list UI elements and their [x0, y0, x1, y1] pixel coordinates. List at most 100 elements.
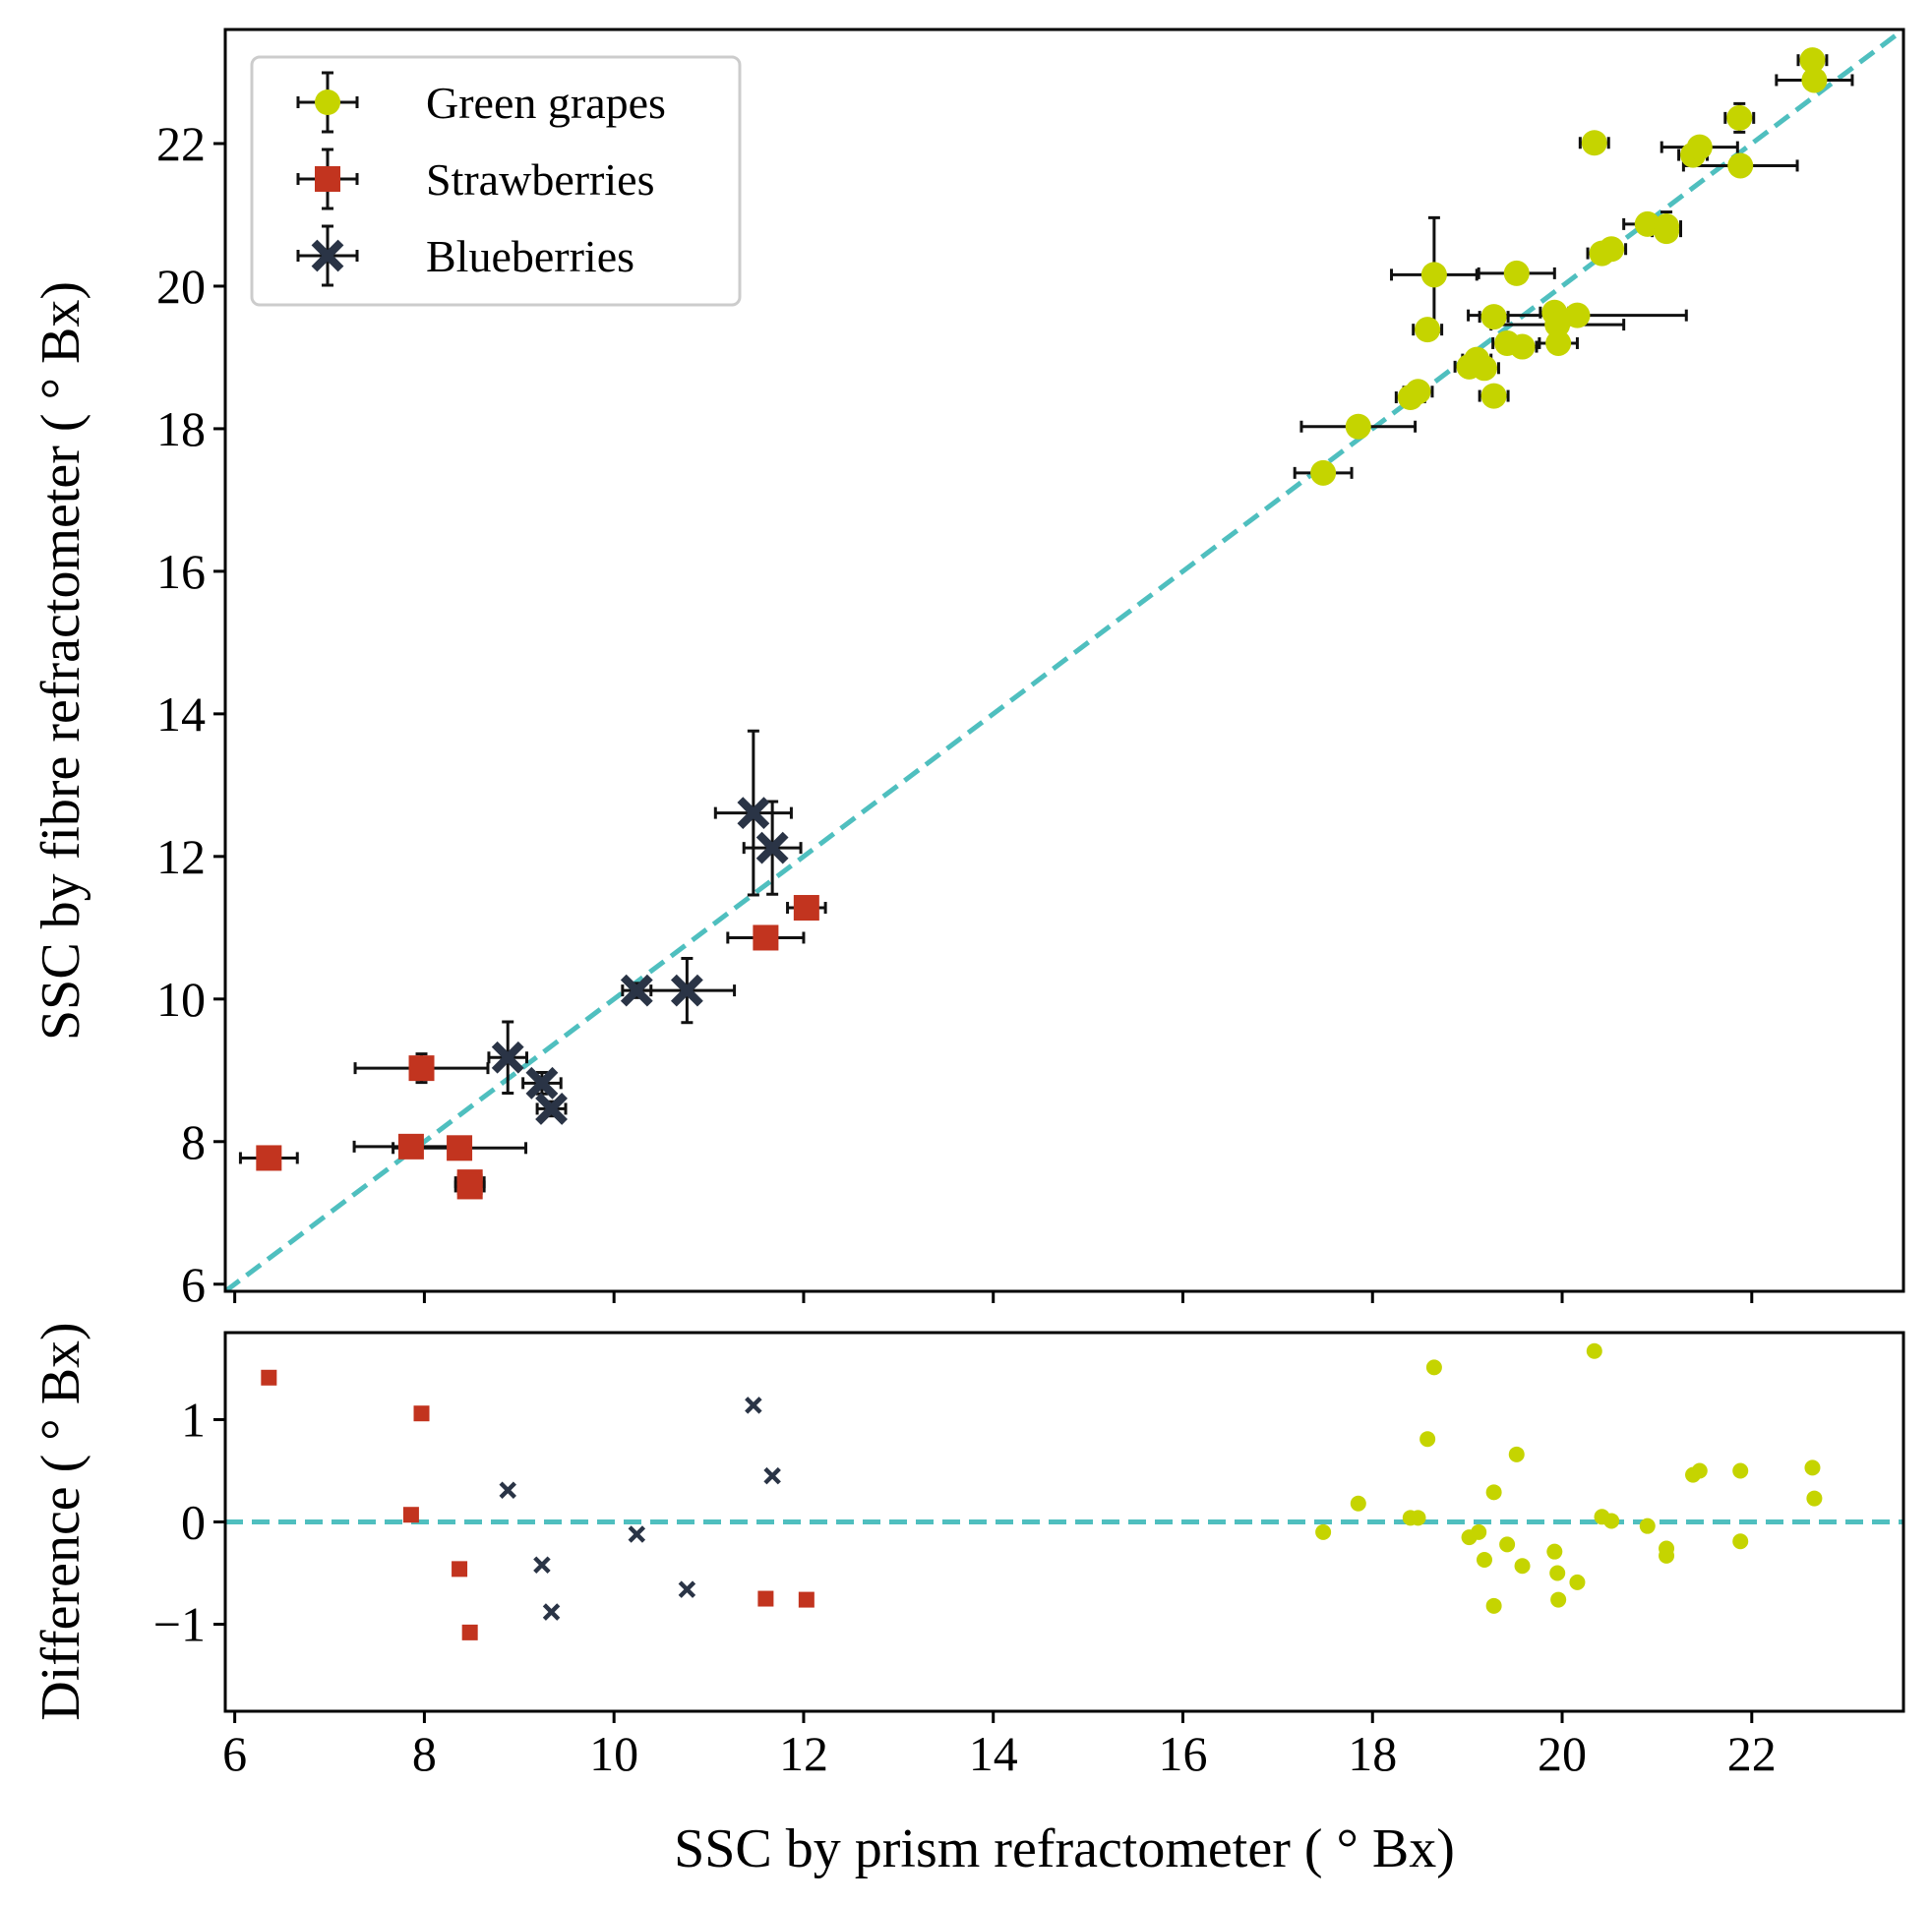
- x-tick-label: 16: [1158, 1726, 1207, 1781]
- y-tick-label: 20: [156, 259, 206, 314]
- residual-series-green-grapes: [1315, 1342, 1823, 1614]
- residual-point: [1603, 1513, 1620, 1529]
- data-point: [256, 1145, 282, 1171]
- residual-point: [1586, 1342, 1602, 1359]
- residual-point: [1499, 1536, 1516, 1553]
- residual-point: [798, 1591, 815, 1608]
- residual-axes-frame: [223, 1331, 1905, 1713]
- data-point: [1405, 379, 1431, 405]
- main-axes-frame: [223, 28, 1905, 1293]
- data-point: [456, 1173, 483, 1200]
- residual-point: [402, 1507, 419, 1523]
- data-point: [1564, 302, 1591, 328]
- legend: Green grapes Strawberries Blueberries: [250, 55, 742, 307]
- data-point: [447, 1135, 473, 1161]
- residual-point: [261, 1369, 277, 1386]
- residual-point: [542, 1603, 561, 1621]
- series-blueberries: [487, 729, 803, 1125]
- data-point: [1654, 218, 1680, 245]
- residual-point: [1419, 1431, 1436, 1448]
- residual-point: [1550, 1591, 1567, 1608]
- residual-point: [1425, 1359, 1442, 1376]
- residual-point: [1471, 1523, 1487, 1540]
- residual-point: [1639, 1518, 1656, 1534]
- residual-point: [1569, 1574, 1586, 1590]
- y-tick-label: 14: [156, 686, 206, 742]
- legend-entry: Green grapes: [296, 71, 666, 134]
- y-tick-label: 8: [181, 1114, 206, 1169]
- legend-marker: [315, 166, 340, 192]
- data-point: [525, 1066, 559, 1100]
- residual-y-tick-label: 0: [181, 1495, 206, 1550]
- residual-point: [628, 1525, 646, 1543]
- x-tick-label: 10: [589, 1726, 638, 1781]
- data-point: [1599, 236, 1625, 263]
- legend-label: Green grapes: [426, 78, 666, 128]
- residual-point: [1691, 1462, 1708, 1479]
- data-point: [1471, 355, 1497, 382]
- residual-point: [757, 1590, 774, 1607]
- data-point: [1509, 333, 1536, 360]
- y-tick-label: 22: [156, 116, 206, 171]
- data-point: [1726, 104, 1753, 131]
- data-point: [491, 1041, 524, 1074]
- data-point: [1503, 260, 1530, 286]
- residual-point: [1315, 1523, 1332, 1540]
- x-tick-label: 12: [779, 1726, 828, 1781]
- legend-marker: [311, 239, 344, 272]
- y-tick-label: 12: [156, 829, 206, 884]
- x-tick-label: 14: [969, 1726, 1018, 1781]
- residual-point: [413, 1405, 430, 1422]
- data-point: [1544, 312, 1571, 338]
- y-tick-label: 16: [156, 544, 206, 599]
- legend-marker: [315, 89, 340, 115]
- data-point: [1415, 317, 1441, 343]
- legend-entry: Blueberries: [296, 224, 634, 287]
- residual-point: [1410, 1510, 1426, 1526]
- y-tick-label: 10: [156, 972, 206, 1027]
- data-point: [1480, 383, 1507, 409]
- data-point: [753, 924, 779, 951]
- residual-series-strawberries: [261, 1369, 815, 1640]
- residual-point: [1549, 1565, 1566, 1581]
- residual-point: [1732, 1462, 1749, 1479]
- x-tick-label: 22: [1727, 1726, 1777, 1781]
- residual-point: [461, 1624, 478, 1640]
- residual-point: [1485, 1597, 1502, 1614]
- residual-point: [1508, 1446, 1525, 1462]
- residual-point: [499, 1481, 516, 1499]
- residual-point: [678, 1580, 696, 1598]
- data-point: [535, 1093, 568, 1125]
- data-point: [793, 895, 819, 922]
- data-point: [1545, 329, 1572, 356]
- x-tick-label: 6: [222, 1726, 247, 1781]
- residual-point: [763, 1466, 781, 1485]
- residual-point: [745, 1397, 762, 1414]
- residual-point: [1806, 1490, 1823, 1507]
- series-green-grapes: [1293, 47, 1854, 486]
- residual-point: [1732, 1533, 1749, 1550]
- residual-point: [1514, 1558, 1531, 1575]
- main-y-axis-label: SSC by fibre refractometer ( ° Bx): [30, 281, 91, 1041]
- residual-point: [1804, 1459, 1821, 1476]
- data-point: [1581, 130, 1607, 156]
- x-axis-label: SSC by prism refractometer ( ° Bx): [674, 1818, 1455, 1879]
- data-point: [1727, 152, 1754, 179]
- legend-label: Blueberries: [426, 231, 634, 281]
- data-point: [1480, 304, 1507, 330]
- legend-label: Strawberries: [426, 154, 654, 205]
- residual-point: [1659, 1547, 1675, 1564]
- x-tick-label: 8: [412, 1726, 437, 1781]
- data-point: [670, 974, 703, 1007]
- data-point: [408, 1055, 435, 1082]
- x-tick-label: 18: [1348, 1726, 1397, 1781]
- y-tick-label: 18: [156, 401, 206, 456]
- series-strawberries: [238, 895, 827, 1200]
- residual-point: [452, 1561, 468, 1578]
- residual-point: [1485, 1484, 1502, 1501]
- data-point: [1420, 262, 1447, 288]
- legend-frame: [250, 55, 742, 307]
- data-point: [1310, 459, 1337, 486]
